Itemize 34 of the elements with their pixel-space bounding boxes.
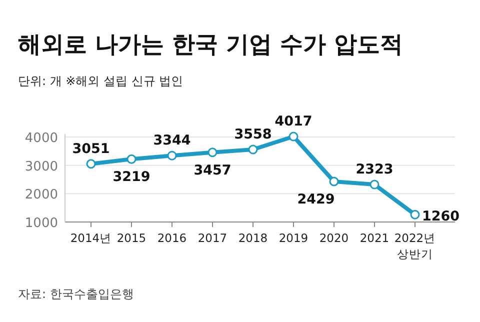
text: 자료: 한국수출입은행 — [18, 287, 134, 301]
point — [288, 132, 298, 142]
point — [370, 180, 380, 190]
y-tick-label: 2000 — [24, 188, 58, 203]
data-label: 4017 — [274, 114, 312, 130]
data-label: 2429 — [297, 192, 335, 208]
x-tick-label: 2018 — [238, 231, 268, 245]
x-tick-label: 2015 — [116, 231, 146, 245]
x-tick-label: 2020 — [319, 231, 349, 245]
x-tick-label: 2022년 상반기 — [394, 231, 436, 261]
data-label: 3051 — [72, 140, 110, 157]
data-label: 2323 — [356, 162, 394, 178]
point — [410, 210, 420, 220]
data-label: 3457 — [194, 162, 232, 178]
y-tick-label: 3000 — [24, 159, 58, 174]
data-label: 1260 — [422, 208, 460, 225]
point — [86, 159, 96, 169]
x-tick-label: 2019 — [278, 231, 308, 245]
x-tick-label: 2014년 — [70, 231, 112, 245]
x-tick-label: 2017 — [198, 231, 228, 245]
y-tick-label: 1000 — [24, 216, 58, 231]
chart-title: 해외로 나가는 한국 기업 수가 압도적 — [18, 32, 404, 58]
data-label: 3219 — [112, 169, 150, 186]
point — [126, 154, 136, 164]
point — [208, 148, 218, 158]
data-label: 3344 — [153, 132, 191, 149]
x-tick-label: 2016 — [157, 231, 187, 245]
chart-subtitle: 단위: 개 ※해외 설립 신규 법인 — [18, 74, 184, 88]
data-label: 3558 — [234, 126, 272, 143]
x-tick-label: 2021 — [360, 231, 390, 245]
point — [167, 150, 177, 160]
point — [329, 176, 339, 186]
y-tick-label: 4000 — [24, 131, 58, 146]
point — [248, 144, 258, 154]
